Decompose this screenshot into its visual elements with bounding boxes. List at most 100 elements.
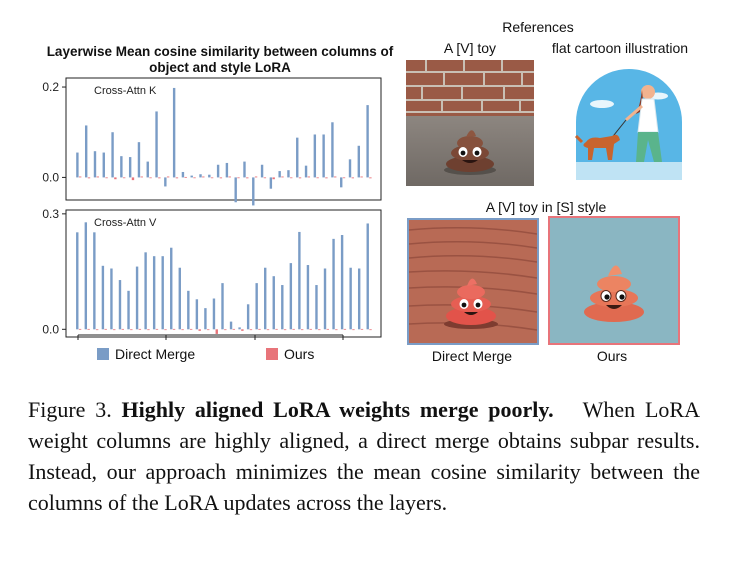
bar-direct-merge bbox=[84, 222, 88, 330]
bar-direct-merge bbox=[178, 267, 181, 330]
bar-ours bbox=[219, 177, 223, 179]
bar-direct-merge bbox=[243, 161, 246, 178]
bar-direct-merge bbox=[93, 151, 97, 178]
bar-ours bbox=[232, 328, 236, 330]
panel-cross-attn-k: 0.0 0.2 Cross-Attn K bbox=[42, 77, 382, 206]
bar-ours bbox=[241, 329, 244, 331]
bar-direct-merge bbox=[340, 235, 344, 330]
bar-direct-merge bbox=[348, 159, 352, 178]
direct-merge-image bbox=[407, 218, 539, 345]
bar-direct-merge bbox=[127, 290, 130, 330]
bar-direct-merge bbox=[229, 321, 233, 330]
bar-ours bbox=[316, 177, 319, 179]
plot-frame bbox=[65, 209, 382, 338]
bar-ours bbox=[95, 329, 99, 331]
bar-ours bbox=[155, 328, 159, 330]
bar-direct-merge bbox=[340, 177, 343, 188]
bar-direct-merge bbox=[152, 256, 156, 330]
bar-direct-merge bbox=[164, 177, 167, 187]
y-tick-label: 0.3 bbox=[42, 207, 59, 221]
legend-ours: Ours bbox=[266, 346, 314, 362]
bar-ours bbox=[215, 329, 218, 334]
legend-label-ours: Ours bbox=[284, 346, 315, 362]
bar-ours bbox=[210, 177, 214, 179]
panel-annotation: Cross-Attn K bbox=[94, 85, 157, 97]
bar-ours bbox=[335, 329, 338, 331]
bar-ours bbox=[290, 177, 293, 179]
bar-ours bbox=[318, 329, 321, 331]
bar-direct-merge bbox=[246, 304, 250, 330]
ours-label: Ours bbox=[596, 348, 628, 364]
bar-ours bbox=[172, 328, 176, 330]
bar-direct-merge bbox=[204, 308, 207, 330]
bar-ours bbox=[298, 177, 302, 179]
bar-ours bbox=[104, 328, 107, 330]
bar-ours bbox=[189, 328, 193, 330]
y-tick-label: 0.2 bbox=[42, 80, 59, 94]
charts-svg: 0.0 0.2 Cross-Attn K 0.0 0.3 Cross-Attn V bbox=[42, 77, 382, 340]
bar-ours bbox=[87, 328, 90, 330]
bar-direct-merge bbox=[161, 256, 164, 330]
bar-ours bbox=[121, 328, 124, 330]
bar-direct-merge bbox=[313, 134, 317, 178]
direct-merge-label: Direct Merge bbox=[431, 348, 513, 364]
bar-ours bbox=[122, 177, 126, 179]
bar-direct-merge bbox=[323, 268, 327, 330]
bar-direct-merge bbox=[304, 165, 308, 178]
caption-text: When LoRA weight columns are highly alig… bbox=[28, 397, 700, 515]
bar-ours bbox=[326, 328, 330, 330]
bar-ours bbox=[138, 328, 142, 330]
bar-direct-merge bbox=[84, 125, 88, 178]
legend-direct-merge: Direct Merge bbox=[97, 346, 195, 362]
bottom-axis bbox=[77, 334, 344, 340]
bar-direct-merge bbox=[199, 174, 202, 178]
bar-ours bbox=[360, 176, 363, 178]
panel-annotation: Cross-Attn V bbox=[94, 217, 157, 229]
bar-ours bbox=[283, 329, 287, 331]
bar-direct-merge bbox=[101, 265, 105, 330]
bar-ours bbox=[351, 177, 355, 179]
bar-ours bbox=[334, 176, 337, 178]
bar-direct-merge bbox=[289, 263, 293, 330]
y-tick-label: 0.0 bbox=[42, 170, 59, 184]
bar-direct-merge bbox=[172, 87, 176, 178]
bar-ours bbox=[140, 176, 143, 178]
style-reference-image bbox=[566, 62, 692, 180]
bar-ours bbox=[249, 329, 253, 331]
bar-ours bbox=[147, 329, 150, 331]
bar-ours bbox=[266, 329, 270, 331]
bar-ours bbox=[202, 176, 205, 178]
bar-ours bbox=[184, 176, 187, 178]
bar-direct-merge bbox=[272, 276, 275, 330]
bar-ours bbox=[369, 329, 372, 331]
bar-direct-merge bbox=[298, 231, 301, 330]
bar-direct-merge bbox=[269, 177, 273, 189]
bar-direct-merge bbox=[252, 177, 255, 206]
bar-direct-merge bbox=[331, 122, 334, 178]
bar-ours bbox=[228, 176, 231, 178]
bar-ours bbox=[342, 177, 346, 179]
legend-swatch-direct bbox=[97, 348, 109, 360]
bar-ours bbox=[78, 328, 82, 330]
bar-ours bbox=[193, 177, 196, 179]
bar-direct-merge bbox=[155, 111, 158, 178]
bar-ours bbox=[272, 177, 275, 180]
bar-ours bbox=[158, 177, 161, 179]
bar-direct-merge bbox=[181, 171, 185, 178]
bar-direct-merge bbox=[306, 265, 310, 330]
style-label: flat cartoon illustration bbox=[551, 40, 689, 56]
bar-direct-merge bbox=[315, 285, 318, 330]
figure-caption: Figure 3. Highly aligned LoRA weights me… bbox=[28, 394, 700, 518]
bar-direct-merge bbox=[366, 223, 369, 330]
bar-ours bbox=[198, 329, 201, 331]
bar-ours bbox=[164, 329, 167, 331]
object-reference-image bbox=[406, 60, 534, 186]
bar-direct-merge bbox=[144, 252, 147, 330]
bar-ours bbox=[207, 329, 210, 331]
bar-direct-merge bbox=[225, 162, 229, 178]
bar-ours bbox=[300, 329, 304, 331]
bar-direct-merge bbox=[137, 142, 141, 178]
bar-ours bbox=[343, 328, 347, 330]
bar-direct-merge bbox=[110, 268, 113, 330]
bar-direct-merge bbox=[208, 174, 211, 178]
